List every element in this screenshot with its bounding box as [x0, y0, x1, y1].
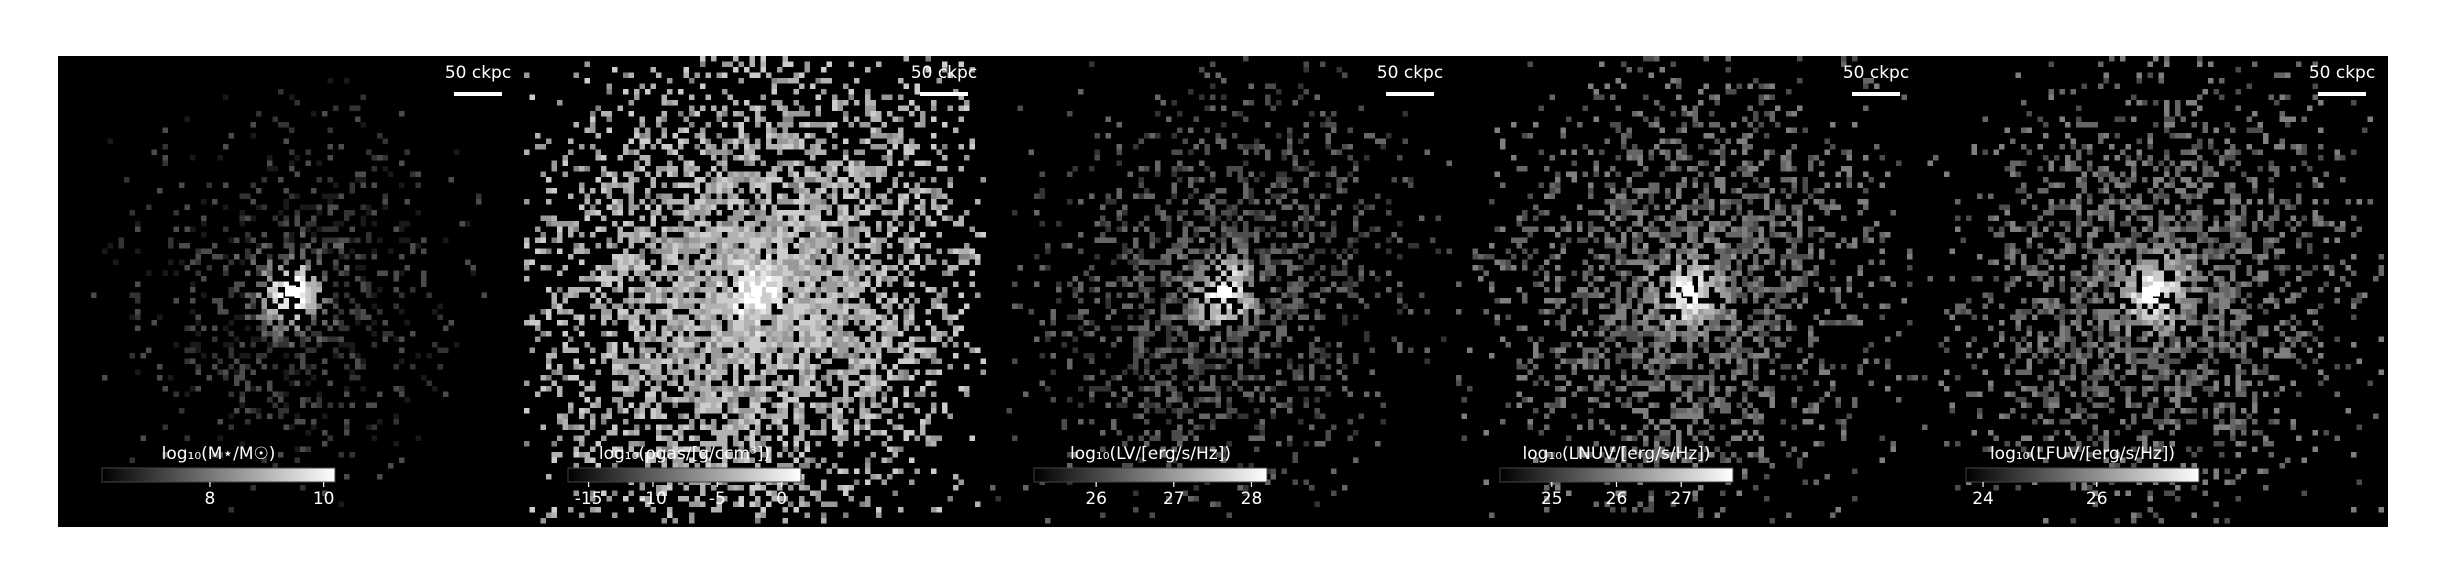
image-pixels [2131, 270, 2181, 320]
image-pixels [2087, 248, 2203, 353]
scalebar-label: 50 ckpc [445, 63, 511, 83]
image-pixels [1643, 226, 1737, 364]
scalebar-label: 50 ckpc [1377, 63, 1443, 83]
image-pixels [990, 72, 1452, 524]
image-pixels [1204, 270, 1243, 309]
colorbar-label: log₁₀(LNUV/[erg/s/Hz]) [1522, 444, 1710, 464]
image-pixels [1210, 265, 1249, 320]
panel: 50 ckpc log₁₀(LNUV/[erg/s/Hz]) 25 26 27 [1456, 56, 1922, 527]
colorbar-tick-label: 27 [1163, 489, 1185, 509]
image-pixels [1670, 265, 1709, 320]
image-pixels [524, 56, 981, 524]
image-pixels [524, 56, 970, 524]
colorbar [101, 467, 336, 483]
image-pixels [234, 232, 350, 348]
panel: 50 ckpc log₁₀(LFUV/[erg/s/Hz]) 24 26 [1922, 56, 2388, 527]
colorbar-label: log₁₀(LFUV/[erg/s/Hz]) [1990, 444, 2175, 464]
colorbar-tick-label: 24 [1972, 489, 1994, 509]
core-pixel [2149, 285, 2160, 297]
colorbar-tick-label: 27 [1670, 489, 1692, 509]
image-pixels [267, 270, 322, 320]
image-pixels [1670, 276, 1709, 320]
core-pixel [751, 285, 762, 297]
panel: 50 ckpc log₁₀(LV/[erg/s/Hz]) 26 27 28 [990, 56, 1456, 527]
colorbar-tick-label: 25 [1541, 489, 1563, 509]
core-pixel [1683, 285, 1694, 297]
colorbar-tick-label: 10 [313, 489, 335, 509]
image-pixels [1456, 56, 1913, 524]
image-pixels [256, 254, 328, 337]
image-pixels [2131, 276, 2175, 315]
colorbar-tick-label: 8 [205, 489, 216, 509]
core-pixel [285, 285, 296, 297]
panel: 50 ckpc log₁₀(ρgas/[g/ccm³]) -15 -10 -5 0 [524, 56, 990, 527]
colorbar [1033, 467, 1268, 483]
core-pixel [1217, 285, 1228, 297]
colorbar-label: log₁₀(M⋆/M☉) [162, 444, 276, 464]
image-pixels [102, 78, 476, 507]
colorbar-tick-label: 26 [1085, 489, 1107, 509]
colorbar-tick-label: 26 [2086, 489, 2108, 509]
image-pixels [1461, 61, 1913, 518]
colorbar [1965, 467, 2200, 483]
colorbar-label: log₁₀(LV/[erg/s/Hz]) [1070, 444, 1231, 464]
scalebar-label: 50 ckpc [911, 63, 977, 83]
image-pixels [1188, 254, 1260, 331]
scalebar-label: 50 ckpc [2309, 63, 2375, 83]
image-pixels [2120, 254, 2192, 326]
image-pixels [91, 111, 487, 496]
colorbar-tick-label: -15 [575, 489, 603, 509]
scalebar-label: 50 ckpc [1843, 63, 1909, 83]
colorbar-label: log₁₀(ρgas/[g/ccm³]) [599, 444, 770, 464]
colorbar-tick-label: -5 [709, 489, 726, 509]
colorbar [1499, 467, 1734, 483]
colorbar-tick-label: -10 [639, 489, 667, 509]
colorbar-tick-label: 0 [776, 489, 787, 509]
image-pixels [1456, 56, 1918, 518]
image-pixels [272, 276, 306, 309]
image-pixels [1922, 56, 2373, 524]
colorbar [567, 467, 802, 483]
colorbar-tick-label: 26 [1606, 489, 1628, 509]
panel: 50 ckpc log₁₀(M⋆/M☉) 8 10 [58, 56, 524, 527]
colorbar-tick-label: 28 [1241, 489, 1263, 509]
image-pixels [1676, 281, 1698, 309]
